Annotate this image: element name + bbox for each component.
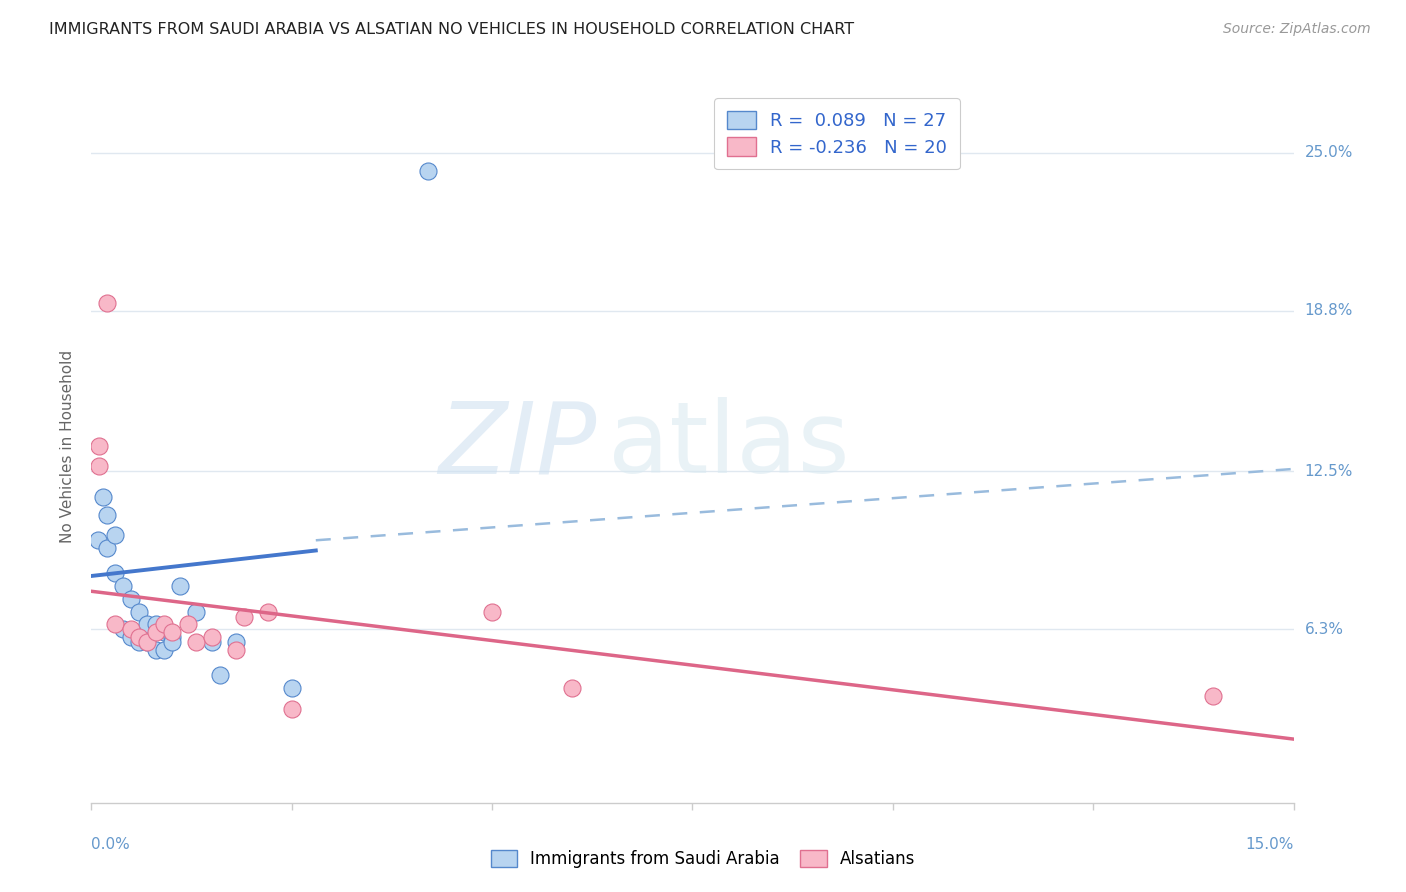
Point [561,681,583,695]
Point [136,635,159,649]
Point [160,635,183,649]
Point [160,630,183,644]
Text: Source: ZipAtlas.com: Source: ZipAtlas.com [1223,22,1371,37]
Point [201,635,224,649]
Point [89,459,111,474]
Text: atlas: atlas [609,398,851,494]
Text: ZIP: ZIP [439,398,596,494]
Text: 15.0%: 15.0% [1246,837,1294,852]
Point [136,635,159,649]
Point [281,681,304,695]
Point [104,617,127,632]
Point [160,625,183,640]
Text: 25.0%: 25.0% [1305,145,1353,161]
Point [104,528,127,542]
Point [201,630,224,644]
Point [184,635,207,649]
Y-axis label: No Vehicles in Household: No Vehicles in Household [60,350,76,542]
Point [136,617,159,632]
Point [145,617,167,632]
Point [112,579,135,593]
Point [184,605,207,619]
Point [112,623,135,637]
Text: 12.5%: 12.5% [1305,464,1353,479]
Point [169,579,191,593]
Point [208,668,231,682]
Text: 6.3%: 6.3% [1305,622,1344,637]
Point [481,605,503,619]
Point [152,625,174,640]
Point [145,625,167,640]
Legend: R =  0.089   N = 27, R = -0.236   N = 20: R = 0.089 N = 27, R = -0.236 N = 20 [714,98,960,169]
Point [145,643,167,657]
Point [256,605,278,619]
Point [128,635,150,649]
Text: 0.0%: 0.0% [91,837,131,852]
Point [96,508,118,522]
Point [96,296,118,310]
Text: IMMIGRANTS FROM SAUDI ARABIA VS ALSATIAN NO VEHICLES IN HOUSEHOLD CORRELATION CH: IMMIGRANTS FROM SAUDI ARABIA VS ALSATIAN… [49,22,855,37]
Point [232,609,254,624]
Point [128,630,150,644]
Point [128,605,150,619]
Point [121,630,143,644]
Point [152,643,174,657]
Point [121,623,143,637]
Point [121,591,143,606]
Point [152,617,174,632]
Point [225,635,247,649]
Point [96,541,118,555]
Point [87,533,110,548]
Point [1202,689,1225,703]
Point [176,617,198,632]
Point [225,643,247,657]
Text: 18.8%: 18.8% [1305,303,1353,318]
Point [93,490,115,504]
Point [281,701,304,715]
Point [89,439,111,453]
Point [416,163,439,178]
Point [104,566,127,581]
Legend: Immigrants from Saudi Arabia, Alsatians: Immigrants from Saudi Arabia, Alsatians [482,842,924,877]
